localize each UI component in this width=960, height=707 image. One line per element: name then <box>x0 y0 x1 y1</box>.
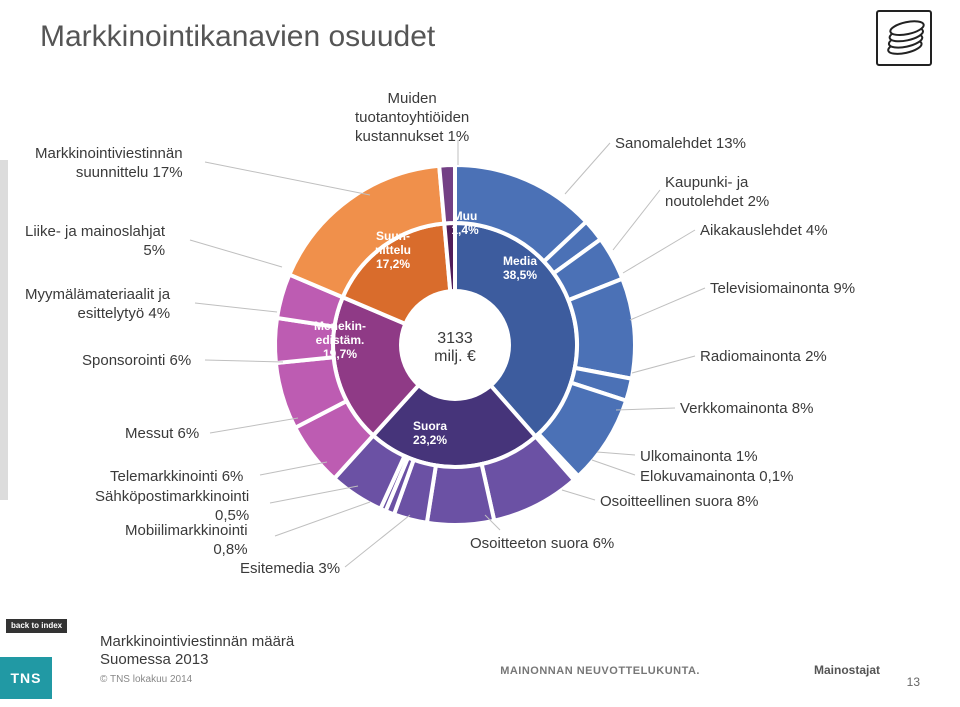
svg-text:Muu: Muu <box>453 209 478 223</box>
callout-label: Kaupunki- ja noutolehdet 2% <box>665 174 769 212</box>
callout-label: Sponsorointi 6% <box>82 352 191 371</box>
callout-label: Esitemedia 3% <box>240 560 340 579</box>
footer: TNS Markkinointiviestinnän määrä Suomess… <box>40 637 920 697</box>
footer-title: Markkinointiviestinnän määrä Suomessa 20… <box>100 633 294 669</box>
svg-text:Media: Media <box>503 254 537 268</box>
svg-text:Menekin-: Menekin- <box>314 319 366 333</box>
callout-label: Televisiomainonta 9% <box>710 280 855 299</box>
footer-title-2: Suomessa 2013 <box>100 651 208 668</box>
back-to-index-text: back to index <box>11 621 62 630</box>
svg-text:38,5%: 38,5% <box>503 268 537 282</box>
svg-text:edistäm.: edistäm. <box>316 333 365 347</box>
logo-mainostajat: Mainostajat <box>814 663 880 677</box>
svg-text:1,4%: 1,4% <box>451 223 479 237</box>
callout-label: Sähköpostimarkkinointi 0,5% <box>95 488 249 526</box>
svg-text:Suun-: Suun- <box>376 229 410 243</box>
callout-label: Sanomalehdet 13% <box>615 135 746 154</box>
callout-label: Osoitteeton suora 6% <box>470 535 614 554</box>
callout-label: Myymälämateriaalit ja esittelytyö 4% <box>25 286 170 324</box>
callout-label: Telemarkkinointi 6% <box>110 468 243 487</box>
tns-logo: TNS <box>0 657 52 699</box>
callout-label: Elokuvamainonta 0,1% <box>640 468 793 487</box>
page-number: 13 <box>907 675 920 689</box>
callout-label: Messut 6% <box>125 425 199 444</box>
tns-text: TNS <box>11 670 42 686</box>
callout-label: Muiden tuotantoyhtiöiden kustannukset 1% <box>355 90 469 146</box>
back-to-index-badge[interactable]: back to index <box>6 619 67 633</box>
svg-text:19,7%: 19,7% <box>323 347 357 361</box>
callout-label: Ulkomainonta 1% <box>640 448 758 467</box>
footer-title-1: Markkinointiviestinnän määrä <box>100 633 294 650</box>
callout-label: Mobiilimarkkinointi 0,8% <box>125 522 248 560</box>
page-title: Markkinointikanavien osuudet <box>40 20 920 54</box>
svg-text:17,2%: 17,2% <box>376 257 410 271</box>
coins-icon <box>876 10 932 66</box>
callout-label: Markkinointiviestinnän suunnittelu 17% <box>35 145 183 183</box>
svg-text:23,2%: 23,2% <box>413 433 447 447</box>
svg-text:3133: 3133 <box>437 330 473 347</box>
svg-text:Suora: Suora <box>413 419 447 433</box>
callout-label: Liike- ja mainoslahjat 5% <box>25 223 165 261</box>
callout-label: Verkkomainonta 8% <box>680 400 813 419</box>
svg-text:nittelu: nittelu <box>375 243 411 257</box>
footer-date: © TNS lokakuu 2014 <box>100 674 192 685</box>
callout-label: Osoitteellinen suora 8% <box>600 493 758 512</box>
slide: Markkinointikanavien osuudet back to ind… <box>0 0 960 707</box>
svg-text:milj. €: milj. € <box>434 348 476 365</box>
callout-label: Radiomainonta 2% <box>700 348 827 367</box>
nested-pie-chart: 3133milj. € Media38,5% Suora23,2% Menekin-e… <box>0 90 960 590</box>
callout-label: Aikakauslehdet 4% <box>700 222 828 241</box>
logo-mainonnan: MAINONNAN NEUVOTTELUKUNTA. <box>500 665 700 677</box>
